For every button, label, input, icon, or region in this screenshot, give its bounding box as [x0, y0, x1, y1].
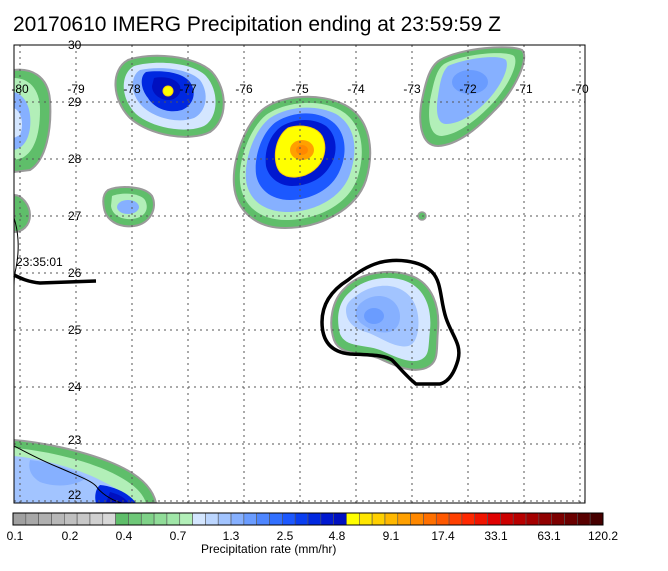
colorbar-swatch [423, 512, 437, 526]
colorbar-swatch [153, 512, 168, 526]
lon-label: -76 [235, 82, 253, 96]
colorbar-tick-label: 63.1 [537, 529, 561, 543]
colorbar-swatch [512, 512, 527, 526]
lat-label: 30 [68, 38, 82, 52]
colorbar-swatch [525, 512, 540, 526]
colorbar-swatch [538, 512, 552, 526]
rain-cell-center [232, 95, 372, 230]
colorbar-tick-label: 4.8 [328, 529, 346, 543]
rain-cell-southwest [14, 438, 158, 503]
colorbar-swatch [397, 512, 411, 526]
colorbar-swatch [282, 512, 296, 526]
colorbar-swatch [346, 512, 360, 526]
colorbar-swatch [474, 512, 488, 526]
colorbar-swatch [166, 512, 181, 526]
colorbar-swatch [51, 512, 65, 526]
swath-boundary [320, 258, 461, 386]
coastline-south [14, 445, 123, 503]
colorbar-swatch [461, 512, 476, 526]
colorbar-swatch [102, 512, 116, 526]
colorbar-tick-label: 2.5 [276, 529, 294, 543]
colorbar-swatch [320, 512, 334, 526]
lat-label: 25 [68, 323, 82, 337]
lon-label: -70 [571, 82, 589, 96]
colorbar-swatch [589, 512, 604, 526]
colorbar [12, 512, 604, 526]
swath-time-label: 23:35:01 [16, 255, 63, 269]
colorbar-swatch [76, 512, 91, 526]
colorbar-swatch [140, 512, 155, 526]
map-frame [13, 44, 586, 504]
lon-label: -80 [11, 82, 29, 96]
longitude-labels: -80 -79 -78 -77 -76 -75 -74 -73 -72 -71 … [11, 82, 589, 96]
colorbar-swatch [243, 512, 257, 526]
colorbar-swatch [577, 512, 591, 526]
colorbar-swatch [205, 512, 219, 526]
map-title: 20170610 IMERG Precipitation ending at 2… [13, 13, 501, 36]
colorbar-swatch [410, 512, 424, 526]
lat-label: 22 [68, 488, 82, 502]
lat-label: 27 [68, 209, 82, 223]
lat-label: 29 [68, 95, 82, 109]
rain-cell-west [14, 68, 52, 174]
colorbar-swatch [358, 512, 373, 526]
colorbar-swatch [384, 512, 399, 526]
colorbar-tick-label: 120.2 [587, 529, 619, 543]
lon-label: -77 [179, 82, 197, 96]
colorbar-swatch [192, 512, 206, 526]
colorbar-swatch [256, 512, 270, 526]
lon-label: -78 [123, 82, 141, 96]
colorbar-swatch [64, 512, 78, 526]
lon-label: -71 [515, 82, 533, 96]
colorbar-swatch [564, 512, 578, 526]
rain-cell-northeast [419, 46, 526, 148]
colorbar-tick-label: 0.4 [115, 529, 133, 543]
lon-label: -79 [67, 82, 85, 96]
colorbar-title: Precipitation rate (mm/hr) [201, 542, 337, 556]
rain-cell-small-west [102, 186, 155, 228]
colorbar-swatch [179, 512, 193, 526]
colorbar-tick-label: 0.7 [169, 529, 187, 543]
colorbar-swatch [217, 512, 232, 526]
colorbar-swatch [89, 512, 104, 526]
rain-cell-north [114, 54, 225, 138]
colorbar-swatch [269, 512, 283, 526]
colorbar-tick-label: 0.1 [6, 529, 24, 543]
colorbar-swatch [115, 512, 129, 526]
colorbar-frame [12, 512, 604, 526]
lon-label: -74 [347, 82, 365, 96]
colorbar-swatch [307, 512, 322, 526]
colorbar-swatch [38, 512, 52, 526]
colorbar-swatch [448, 512, 463, 526]
colorbar-swatch [371, 512, 386, 526]
lat-label: 24 [68, 380, 82, 394]
precipitation-field [14, 46, 526, 503]
lon-label: -72 [459, 82, 477, 96]
colorbar-swatch [435, 512, 450, 526]
colorbar-swatch [551, 512, 565, 526]
colorbar-tick-label: 33.1 [484, 529, 508, 543]
colorbar-swatch [294, 512, 309, 526]
colorbar-swatch [500, 512, 514, 526]
colorbar-tick-label: 0.2 [61, 529, 79, 543]
latitude-labels: 30 29 28 27 26 25 24 23 22 [68, 38, 82, 502]
lat-label: 28 [68, 152, 82, 166]
colorbar-swatch [333, 512, 347, 526]
colorbar-swatch [487, 512, 501, 526]
colorbar-tick-label: 9.1 [382, 529, 400, 543]
colorbar-swatch [128, 512, 142, 526]
lon-label: -73 [403, 82, 421, 96]
colorbar-swatch [230, 512, 245, 526]
lon-label: -75 [291, 82, 309, 96]
rain-cell-edge [14, 193, 32, 234]
lat-label: 23 [68, 433, 82, 447]
colorbar-swatch [12, 512, 27, 526]
colorbar-swatch [25, 512, 39, 526]
swath-edge-west [13, 273, 97, 285]
lat-label: 26 [68, 266, 82, 280]
colorbar-tick-label: 1.3 [222, 529, 240, 543]
colorbar-tick-label: 17.4 [431, 529, 455, 543]
